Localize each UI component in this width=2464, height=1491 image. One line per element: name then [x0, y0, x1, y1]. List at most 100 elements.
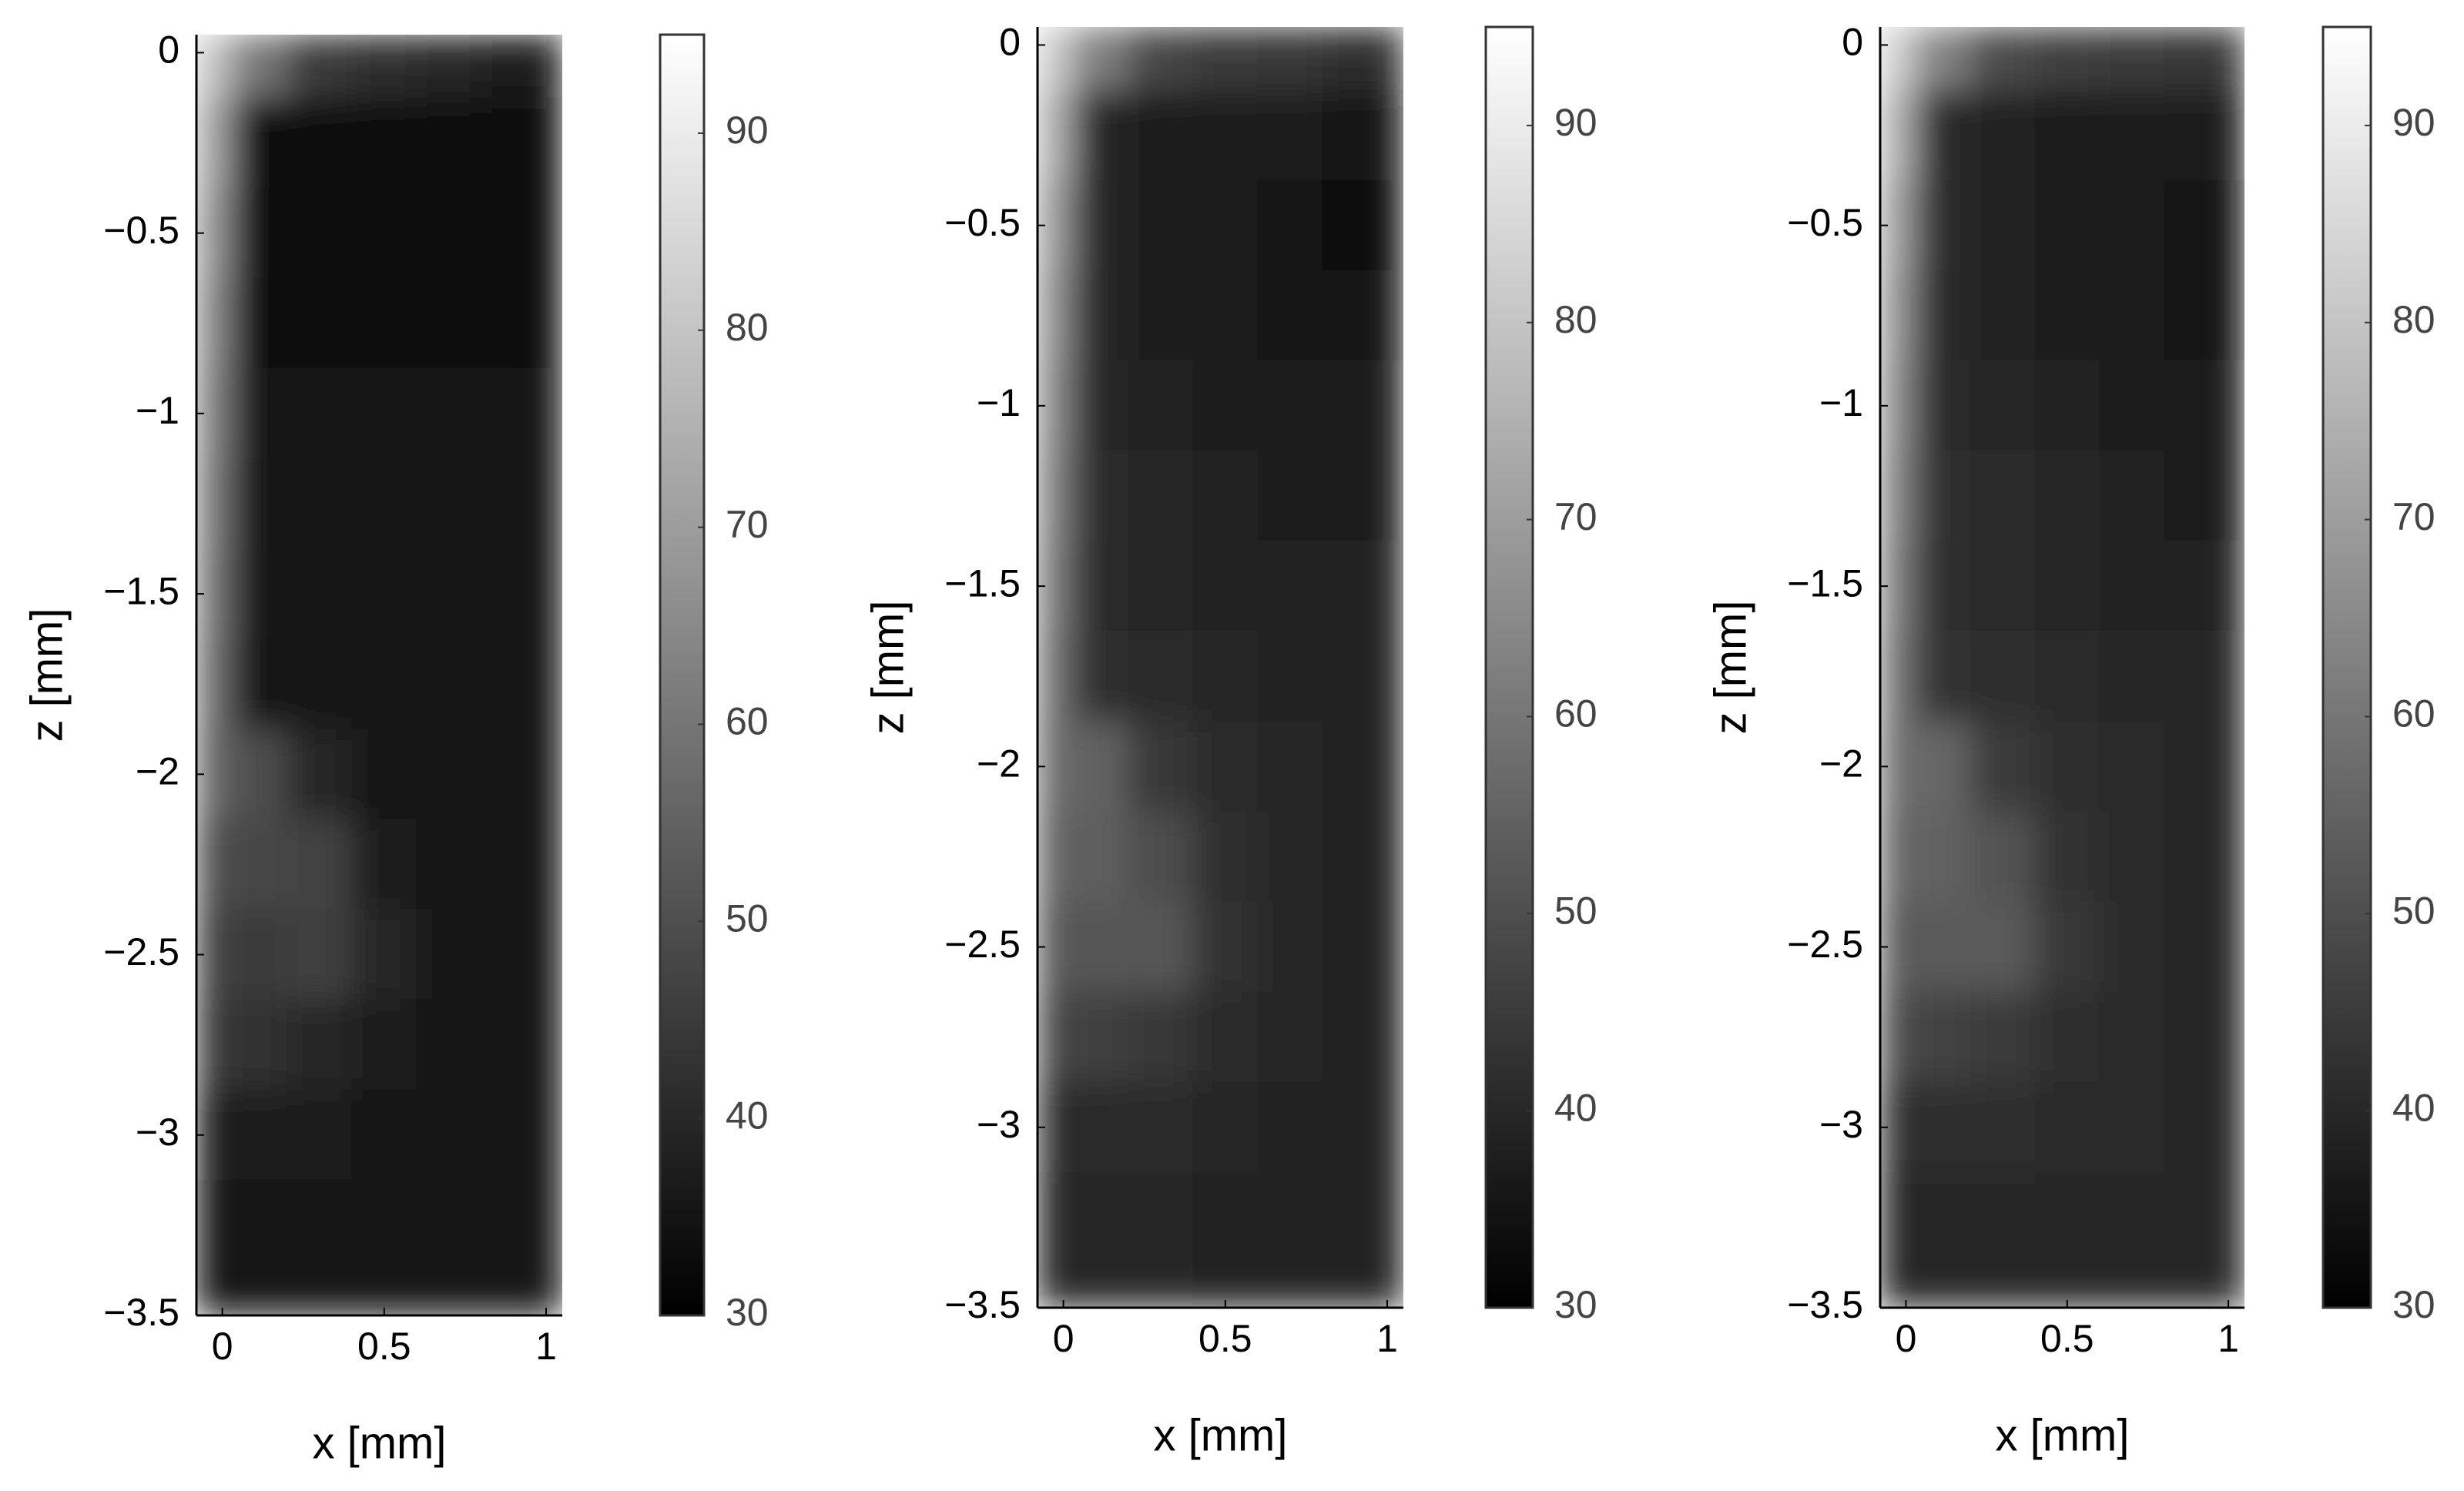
heat-cell	[351, 277, 417, 369]
heat-cell	[416, 999, 482, 1091]
heat-cell	[416, 548, 482, 640]
heat-cell	[416, 729, 482, 820]
heat-cell	[231, 1179, 288, 1315]
y-tick-label: −1.5	[103, 569, 179, 612]
heat-cell	[351, 35, 417, 99]
y-tick-label: −1.5	[1787, 561, 1863, 605]
heat-cell	[1915, 1171, 1971, 1308]
heat-cell	[287, 638, 353, 730]
heat-cell	[1257, 721, 1323, 813]
heat-cell	[1072, 270, 1129, 361]
heat-cell	[1880, 270, 1916, 361]
heat-cell	[416, 187, 482, 279]
y-tick-label: −3	[1819, 1103, 1863, 1146]
heat-cell	[1880, 27, 1916, 91]
heat-cell	[1970, 901, 2036, 993]
y-tick-label: −1	[1819, 381, 1863, 424]
x-tick-label: 0.5	[2040, 1317, 2094, 1360]
heat-cell	[481, 819, 562, 910]
heat-cell	[2099, 541, 2164, 632]
heat-cell	[196, 999, 233, 1091]
x-axis-label: x [mm]	[1996, 1410, 2130, 1460]
heat-cell	[1192, 27, 1259, 91]
heat-cell	[1915, 27, 1971, 91]
heat-cell	[416, 97, 482, 189]
heat-cell	[481, 999, 562, 1091]
heat-cell	[351, 548, 417, 640]
y-tick-label: −0.5	[103, 209, 179, 252]
heat-cell	[1192, 1081, 1259, 1173]
heat-cell	[1257, 541, 1323, 632]
y-tick-label: −3.5	[944, 1283, 1021, 1326]
heat-cell	[1038, 450, 1074, 542]
heat-cell	[2163, 179, 2244, 271]
colorbar-tick-label: 60	[2392, 692, 2436, 735]
heat-cell	[1915, 450, 1971, 542]
heatmap-cells	[1880, 27, 2244, 1308]
colorbar: 30 40 50 60 70 80 90	[659, 33, 769, 1334]
heat-cell	[1322, 811, 1403, 903]
heat-cell	[416, 1089, 482, 1181]
heat-cell	[1072, 1081, 1129, 1173]
colorbar-tick-label: 80	[726, 306, 769, 349]
heat-cell	[351, 187, 417, 279]
heat-cell	[2034, 270, 2100, 361]
heat-cell	[2099, 991, 2164, 1083]
heat-cell	[2099, 1171, 2164, 1308]
x-tick-label: 1	[1376, 1317, 1398, 1360]
heat-cell	[231, 277, 288, 369]
y-axis-label: z [mm]	[1705, 601, 1755, 735]
heat-cell	[416, 909, 482, 1000]
heat-cell	[1072, 450, 1129, 542]
heat-cell	[2099, 360, 2164, 451]
heat-cell	[1128, 1171, 1194, 1308]
heat-cell	[1072, 27, 1129, 91]
heat-cell	[231, 548, 288, 640]
heat-cell	[2163, 631, 2244, 722]
heat-cell	[1257, 179, 1323, 271]
heat-cell	[2099, 27, 2164, 91]
heatmap	[1038, 27, 1403, 1308]
heat-cell	[1880, 450, 1916, 542]
heat-cell	[1322, 450, 1403, 542]
colorbar-tick-label: 40	[2392, 1086, 2436, 1129]
heat-cell	[481, 1179, 562, 1315]
heat-cell	[1128, 901, 1194, 993]
y-tick-label: −0.5	[1787, 201, 1863, 244]
y-tick-label: −1.5	[944, 561, 1021, 605]
heat-cell	[1915, 631, 1971, 722]
y-tick-label: −2.5	[1787, 923, 1863, 966]
x-tick-label: 1	[535, 1325, 557, 1368]
heat-cell	[1880, 631, 1916, 722]
heat-cell	[481, 729, 562, 820]
heat-cell	[2163, 360, 2244, 451]
colorbar-tick-label: 30	[2392, 1283, 2436, 1326]
heat-cell	[1322, 270, 1403, 361]
heat-cell	[1192, 179, 1259, 271]
heat-cell	[416, 819, 482, 910]
heat-cell	[287, 999, 353, 1091]
heat-cell	[2163, 270, 2244, 361]
heat-cell	[1192, 270, 1259, 361]
heat-cell	[1257, 450, 1323, 542]
heat-cell	[1192, 1171, 1259, 1308]
colorbar-gradient	[2322, 25, 2372, 1309]
heat-cell	[196, 97, 233, 189]
heat-cell	[1072, 179, 1129, 271]
heat-cell	[1072, 811, 1129, 903]
heat-cell	[2099, 89, 2164, 181]
heat-cell	[231, 97, 288, 189]
heat-cell	[231, 187, 288, 279]
heat-cell	[1880, 89, 1916, 181]
heat-cell	[2034, 27, 2100, 91]
heat-cell	[351, 97, 417, 189]
heat-cell	[2034, 811, 2100, 903]
heat-cell	[2163, 1081, 2244, 1173]
heat-cell	[1970, 89, 2036, 181]
colorbar-tick-label: 90	[2392, 101, 2436, 144]
heat-cell	[481, 35, 562, 99]
heat-cell	[1257, 270, 1323, 361]
heat-cell	[2034, 901, 2100, 993]
heat-cell	[1038, 270, 1074, 361]
heat-cell	[2099, 901, 2164, 993]
